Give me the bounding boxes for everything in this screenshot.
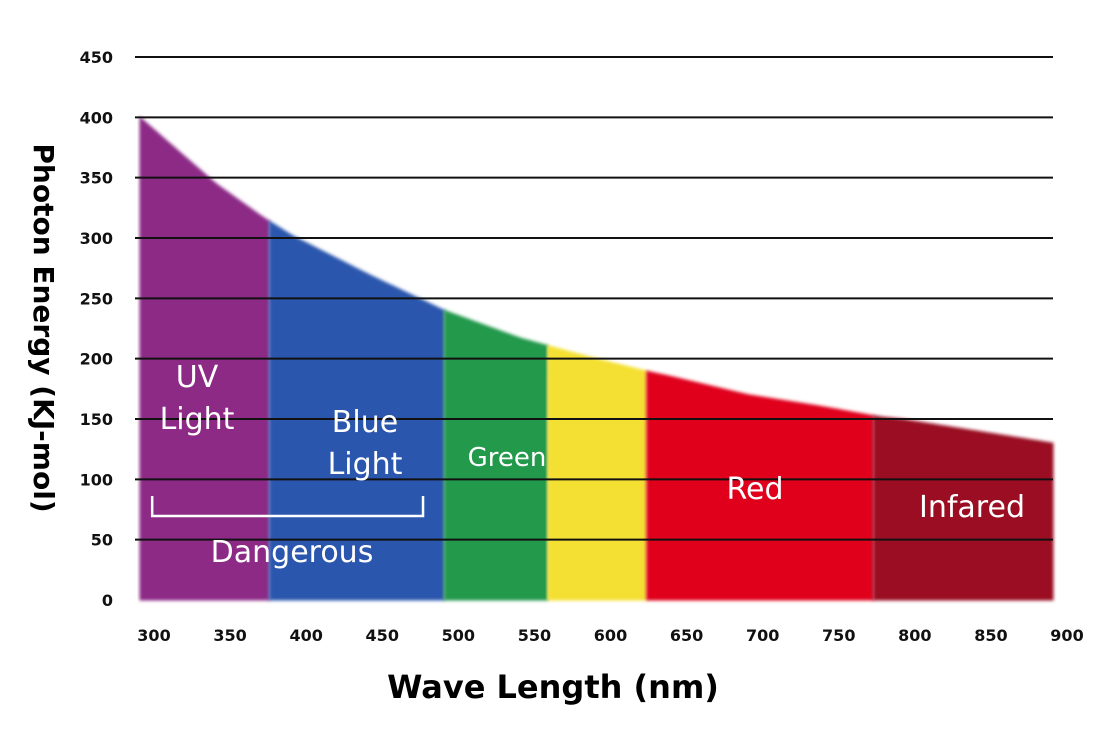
y-tick-0: 0: [102, 591, 113, 610]
region-labels: UV Light Blue Light Green Red Infared: [160, 360, 1025, 525]
y-tick-100: 100: [80, 470, 113, 489]
y-axis-title: Photon Energy (KJ-mol): [27, 143, 60, 512]
x-tick-850: 850: [974, 626, 1007, 645]
x-tick-900: 900: [1050, 626, 1083, 645]
region-label-2: Green: [468, 443, 547, 473]
y-tick-250: 250: [80, 289, 113, 308]
x-tick-650: 650: [670, 626, 703, 645]
region-label-5: Infared: [919, 490, 1025, 525]
x-tick-500: 500: [442, 626, 475, 645]
region-label-1: Blue Light: [328, 405, 403, 482]
y-tick-300: 300: [80, 229, 113, 248]
x-tick-350: 350: [213, 626, 246, 645]
dangerous-annotation: Dangerous: [150, 496, 425, 570]
region-4: [646, 370, 874, 601]
x-tick-700: 700: [746, 626, 779, 645]
y-tick-450: 450: [80, 48, 113, 67]
x-tick-600: 600: [594, 626, 627, 645]
y-tick-labels: 0 50 100 150 200 250 300 350 400 450: [80, 48, 113, 610]
y-tick-150: 150: [80, 410, 113, 429]
annotation-label: Dangerous: [211, 535, 374, 570]
y-tick-400: 400: [80, 108, 113, 127]
y-tick-350: 350: [80, 169, 113, 188]
x-axis-title: Wave Length (nm): [387, 668, 719, 706]
x-tick-labels: 300 350 400 450 500 550 600 650 700 750 800 850 900: [137, 626, 1083, 645]
x-tick-300: 300: [137, 626, 170, 645]
x-tick-450: 450: [366, 626, 399, 645]
x-tick-750: 750: [822, 626, 855, 645]
region-1: [268, 220, 445, 601]
region-2: [443, 309, 549, 601]
annotation-bracket: [150, 496, 425, 518]
x-tick-800: 800: [898, 626, 931, 645]
y-tick-200: 200: [80, 350, 113, 369]
x-tick-400: 400: [289, 626, 322, 645]
y-tick-50: 50: [91, 531, 113, 550]
x-tick-550: 550: [518, 626, 551, 645]
region-label-4: Red: [727, 472, 784, 507]
region-label-0: UV Light: [160, 360, 235, 437]
region-3: [547, 344, 648, 601]
gridlines: [135, 56, 1053, 541]
